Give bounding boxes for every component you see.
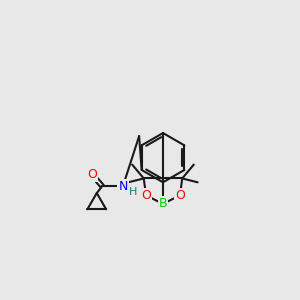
Text: O: O xyxy=(87,168,97,181)
Text: B: B xyxy=(159,197,167,210)
Text: O: O xyxy=(175,189,185,202)
Text: H: H xyxy=(129,187,137,197)
Text: O: O xyxy=(141,189,151,202)
Text: N: N xyxy=(118,180,128,193)
